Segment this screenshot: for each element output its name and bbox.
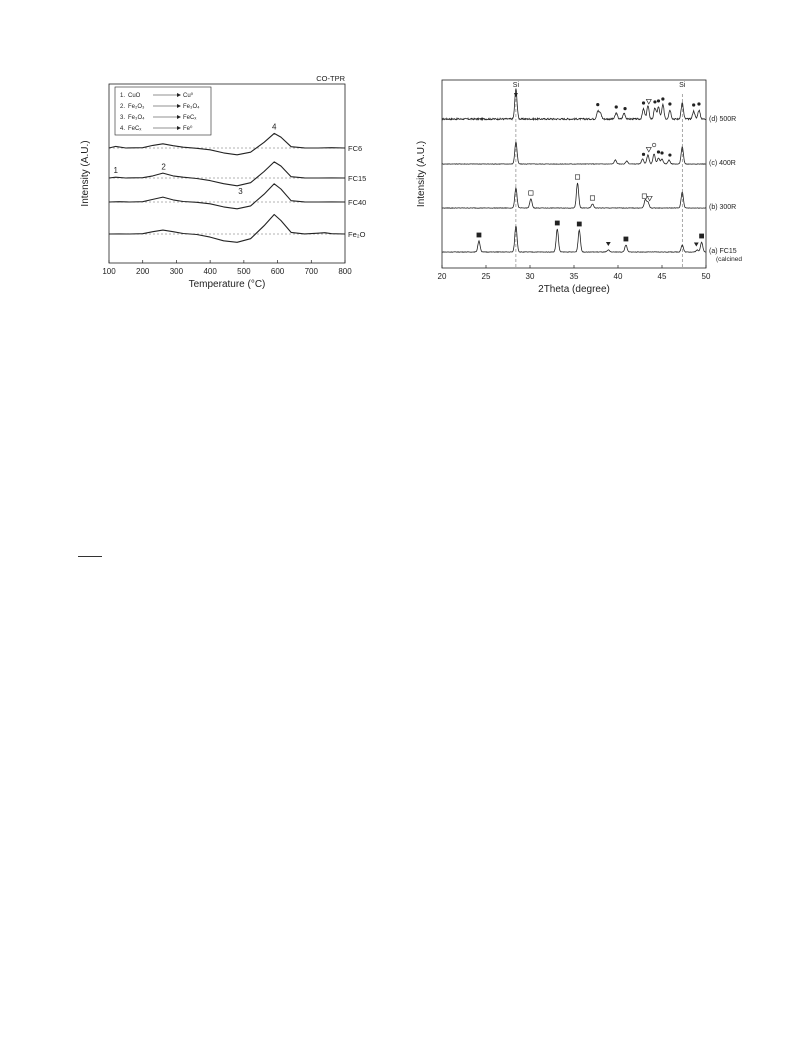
phase-marker-filled-square-icon (554, 220, 560, 226)
phase-marker-open-square-icon (528, 190, 534, 196)
legend-item-product: Cu⁰ (183, 92, 194, 99)
series-label: (a) FC15 (709, 248, 737, 255)
series-label-sub: (calcined) (716, 256, 742, 263)
series-label: (b) 300R (709, 204, 736, 211)
x-tick-label: 30 (526, 272, 535, 281)
series-line-fc15 (108, 161, 346, 187)
peak-annotation: 4 (272, 122, 277, 131)
x-tick-label: 200 (136, 267, 150, 276)
x-tick-label: 50 (702, 272, 711, 281)
phase-marker-filled-square-icon (623, 236, 629, 242)
xrd-pattern-line (441, 88, 706, 122)
phase-marker-filled-circle-icon (614, 105, 618, 109)
phase-marker-open-square-icon (575, 174, 581, 180)
x-tick-label: 100 (102, 267, 116, 276)
x-axis-label: 2Theta (degree) (538, 284, 610, 295)
x-tick-label: 800 (338, 267, 352, 276)
xrd-pattern-line (441, 141, 707, 165)
phase-marker-filled-circle-icon (653, 100, 657, 104)
phase-marker-filled-square-icon (576, 221, 582, 227)
legend-item-product: Fe⁰ (183, 125, 193, 132)
peak-annotation: 1 (114, 166, 119, 175)
phase-marker-open-square-icon (641, 193, 647, 199)
phase-marker-filled-circle-icon (668, 153, 672, 157)
phase-marker-filled-circle-icon (656, 150, 661, 154)
x-tick-label: 45 (658, 272, 667, 281)
peak-annotation: 2 (161, 162, 166, 171)
x-tick-label: 40 (614, 272, 623, 281)
phase-marker-filled-circle-icon (656, 99, 661, 103)
phase-marker-filled-circle-icon (661, 97, 665, 101)
x-tick-label: 25 (482, 272, 491, 281)
phase-marker-filled-circle-icon (596, 103, 600, 107)
reaction-arrow-icon (177, 104, 181, 108)
series-label: FC15 (348, 174, 366, 183)
tpr-chart-svg: 100 200 300 400 500 600 700 800 Temperature (°C)… (80, 74, 369, 290)
si-reference-label: Si (679, 82, 686, 89)
series-label: FC6 (348, 144, 362, 153)
xrd-pattern-line (441, 182, 707, 209)
phase-marker-filled-circle-icon (697, 102, 701, 106)
footnote-rule (78, 556, 102, 557)
x-tick-label: 600 (271, 267, 285, 276)
series-label: (c) 400R (709, 160, 736, 167)
phase-marker-open-triangle-icon (646, 195, 653, 202)
legend-item-reactant: Fe₃O₄ (128, 115, 145, 121)
legend-item-reactant: Fe₂O₃ (128, 104, 145, 110)
si-arrow-icon (513, 93, 518, 97)
reaction-arrow-icon (177, 126, 181, 130)
plot-frame (108, 83, 346, 264)
y-axis-label: Intensity (A.U.) (416, 141, 427, 207)
legend-item-number: 3. (120, 115, 125, 121)
legend-item-reactant: FeCₓ (128, 126, 141, 132)
plot-frame (441, 79, 707, 269)
phase-marker-filled-circle-icon (641, 152, 646, 156)
x-tick-label: 400 (203, 267, 217, 276)
phase-marker-filled-circle-icon (668, 102, 672, 106)
legend-item-product: FeCₓ (183, 115, 196, 121)
phase-marker-open-triangle-icon (645, 99, 652, 105)
phase-marker-filled-circle-icon (623, 106, 627, 111)
legend-item-reactant: CuO (128, 93, 141, 99)
legend-item-number: 4. (120, 126, 125, 132)
series-label: FC40 (348, 198, 366, 207)
reaction-arrow-icon (177, 93, 181, 97)
phase-marker-filled-circle-icon (692, 103, 696, 107)
x-tick-label: 700 (305, 267, 319, 276)
tpr-chart: 100 200 300 400 500 600 700 800 Temperature (°C)… (76, 72, 369, 290)
series-label: Fe₂O₃ (348, 230, 366, 239)
series-label: (d) 500R (709, 116, 736, 123)
x-tick-label: 20 (438, 272, 447, 281)
x-tick-label: 35 (570, 272, 579, 281)
series-line-fc40 (108, 183, 346, 210)
xrd-chart-svg: 20 25 30 35 40 45 50 2Theta (degree) Intensity (… (416, 79, 744, 295)
phase-marker-filled-triangle-icon (693, 242, 699, 247)
phase-marker-filled-square-icon (476, 232, 482, 238)
legend-item-number: 1. (120, 93, 125, 99)
phase-marker-filled-square-icon (699, 233, 704, 239)
phase-marker-filled-circle-icon (641, 101, 646, 105)
legend-item-product: Fe₃O₄ (183, 104, 200, 110)
legend-item-number: 2. (120, 104, 125, 110)
si-reference-label: Si (513, 82, 520, 89)
y-axis-label: Intensity (A.U.) (80, 140, 91, 206)
peak-annotation: 3 (238, 187, 243, 196)
corner-label: CO-TPR (316, 74, 345, 83)
series-line-fe2o3 (108, 213, 346, 243)
reaction-arrow-icon (177, 115, 181, 119)
series-line-fc6 (108, 132, 346, 156)
phase-marker-open-square-icon (589, 195, 595, 201)
phase-marker-filled-triangle-icon (605, 242, 611, 246)
xrd-pattern-line (441, 225, 707, 253)
xrd-chart: 20 25 30 35 40 45 50 2Theta (degree) Intensity (… (412, 72, 744, 302)
phase-marker-open-circle-icon (651, 142, 657, 148)
phase-marker-filled-circle-icon (660, 151, 664, 155)
x-axis-label: Temperature (°C) (189, 279, 266, 290)
x-tick-label: 300 (170, 267, 184, 276)
x-tick-label: 500 (237, 267, 251, 276)
phase-marker-open-triangle-icon (645, 147, 652, 153)
